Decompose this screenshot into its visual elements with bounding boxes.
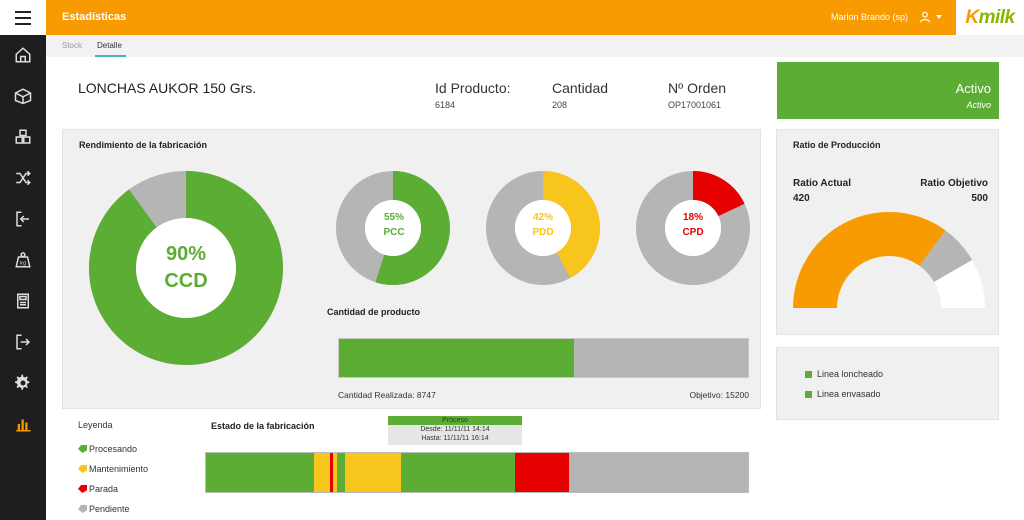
shuffle-icon[interactable] xyxy=(0,158,46,198)
green-square-icon xyxy=(805,370,812,378)
timeline-segment[interactable] xyxy=(333,453,338,492)
cantidad-producto-title: Cantidad de producto xyxy=(327,307,420,317)
user-name[interactable]: Marlon Brando (sp) xyxy=(830,12,908,22)
home-icon[interactable] xyxy=(0,35,46,75)
tooltip-title: Proceso xyxy=(388,416,522,425)
leyenda-title: Leyenda xyxy=(78,420,113,430)
estado-title: Estado de la fabricación xyxy=(211,421,315,431)
gauge-actual-segment xyxy=(793,211,946,308)
box-icon[interactable] xyxy=(0,76,46,116)
cantidad-value: 208 xyxy=(552,100,568,110)
leyenda-procesando: Procesando xyxy=(78,444,137,454)
timeline-segment[interactable] xyxy=(345,453,402,492)
linea-loncheado[interactable]: Linea loncheado xyxy=(805,369,883,379)
timeline-segment[interactable] xyxy=(330,453,334,492)
ratio-title: Ratio de Producción xyxy=(793,140,881,150)
bar-chart-icon[interactable] xyxy=(0,404,46,444)
ratio-gauge xyxy=(793,211,985,308)
linea-envasado[interactable]: Linea envasado xyxy=(805,389,881,399)
gauge-objetivo-segment xyxy=(919,230,973,282)
login-icon[interactable] xyxy=(0,199,46,239)
leyenda-mantenimiento: Mantenimiento xyxy=(78,464,148,474)
leyenda-parada: Parada xyxy=(78,484,118,494)
leyenda-pendiente: Pendiente xyxy=(78,504,130,514)
rendimiento-title: Rendimiento de la fabricación xyxy=(79,140,208,150)
ratio-panel: Ratio de Producción Ratio Actual 420 Rat… xyxy=(776,129,999,335)
proceso-tooltip: Proceso Desde: 11/11/11 14:14 Hasta: 11/… xyxy=(388,416,522,445)
cantidad-objetivo: Objetivo: 15200 xyxy=(689,390,749,400)
orden-label: Nº Orden xyxy=(668,80,727,96)
tag-icon xyxy=(78,505,87,513)
scale-icon[interactable] xyxy=(0,281,46,321)
ratio-objetivo-label: Ratio Objetivo xyxy=(920,178,988,189)
status-sub: Activo xyxy=(966,100,991,110)
timeline-segment[interactable] xyxy=(514,453,570,492)
cantidad-progress-bar xyxy=(338,338,749,378)
page-title: Estadísticas xyxy=(62,11,127,23)
ccd-label: CCD xyxy=(164,270,208,292)
id-producto-label: Id Producto: xyxy=(435,80,511,96)
sidebar: kg xyxy=(0,0,46,520)
lineas-panel: Linea loncheado Linea envasado xyxy=(776,347,999,420)
pdd-label: PDD xyxy=(532,227,554,238)
estado-timeline[interactable] xyxy=(205,452,749,493)
product-name: LONCHAS AUKOR 150 Grs. xyxy=(78,80,257,96)
cantidad-progress-fill xyxy=(339,339,575,377)
tab-stock[interactable]: Stock xyxy=(62,41,83,50)
cantidad-label: Cantidad xyxy=(552,80,609,96)
timeline-segment[interactable] xyxy=(401,453,516,492)
boxes-icon[interactable] xyxy=(0,117,46,157)
green-square-icon xyxy=(805,390,812,398)
timeline-segment[interactable] xyxy=(206,453,315,492)
ccd-value: 90% xyxy=(165,243,207,265)
pcc-label: PCC xyxy=(383,227,405,238)
ratio-objetivo-value: 500 xyxy=(971,193,988,204)
user-icon[interactable] xyxy=(918,10,932,24)
timeline-segment[interactable] xyxy=(337,453,346,492)
active-tab-indicator xyxy=(95,55,126,57)
pcc-value: 55% xyxy=(383,212,404,223)
status-badge: Activo Activo xyxy=(777,62,999,119)
timeline-segment[interactable] xyxy=(569,453,748,492)
gear-icon[interactable] xyxy=(0,363,46,403)
tag-icon xyxy=(78,485,87,493)
pdd-value: 42% xyxy=(532,212,553,223)
orden-value: OP17001061 xyxy=(668,100,722,110)
status-main: Activo xyxy=(955,81,991,96)
svg-text:kg: kg xyxy=(20,261,26,267)
tooltip-hasta: Hasta: 11/11/11 16:14 xyxy=(421,435,489,442)
cantidad-realizada: Cantidad Realizada: 8747 xyxy=(338,390,436,400)
id-producto-value: 6184 xyxy=(435,100,456,110)
cpd-value: 18% xyxy=(682,212,703,223)
logout-icon[interactable] xyxy=(0,322,46,362)
ratio-actual-value: 420 xyxy=(793,193,810,204)
tab-detalle[interactable]: Detalle xyxy=(97,41,122,50)
gauge-remaining-segment xyxy=(934,260,985,308)
cpd-label: CPD xyxy=(682,227,704,238)
timeline-segment[interactable] xyxy=(314,453,331,492)
logo: Kmilk xyxy=(956,0,1024,35)
tag-icon xyxy=(78,465,87,473)
ratio-actual-label: Ratio Actual xyxy=(793,178,851,189)
kg-weight-icon[interactable]: kg xyxy=(0,240,46,280)
tooltip-desde: Desde: 11/11/11 14:14 xyxy=(420,426,490,433)
top-bar: Estadísticas Marlon Brando (sp) xyxy=(46,0,956,35)
chevron-down-icon[interactable] xyxy=(936,15,942,19)
tag-icon xyxy=(78,445,87,453)
menu-icon[interactable] xyxy=(0,0,46,35)
tab-bar: Stock Detalle xyxy=(46,35,1024,57)
